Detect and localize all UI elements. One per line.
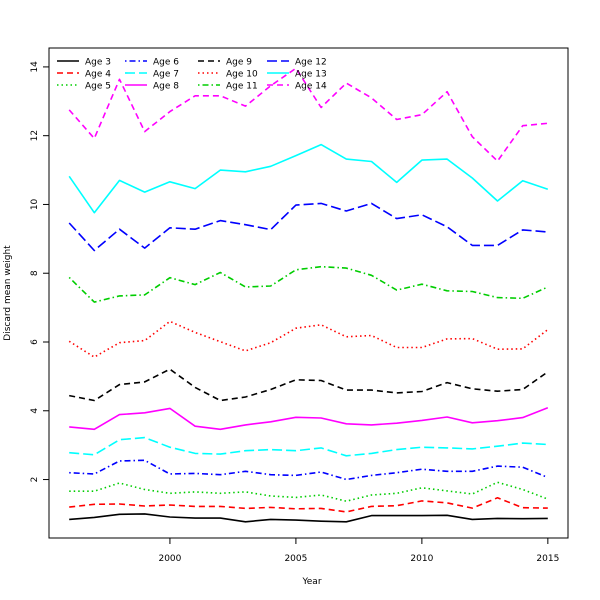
legend-label: Age 12 [295, 58, 327, 68]
x-tick-label: 2015 [536, 554, 559, 564]
legend-label: Age 13 [295, 70, 327, 80]
x-tick-label: 2005 [284, 554, 307, 564]
x-tick-label: 2010 [410, 554, 433, 564]
legend-label: Age 11 [226, 82, 258, 92]
series-line-age-11 [68, 265, 549, 303]
series-line-age-6 [69, 459, 549, 481]
legend-label: Age 7 [153, 70, 179, 80]
y-tick-label: 12 [30, 130, 40, 141]
y-axis-label: Discard mean weight [3, 245, 13, 341]
legend-label: Age 5 [85, 82, 111, 92]
legend: Age 3 Age 4 Age 5 Age 6 Age 7 Age 8 Age 9 Age 1… [57, 58, 327, 92]
x-tick-label: 2000 [158, 554, 181, 564]
y-tick-label: 8 [30, 270, 40, 276]
series-line-age-14 [68, 67, 548, 162]
series-line-age-9 [69, 368, 549, 402]
series-line-age-10 [68, 320, 549, 358]
legend-label: Age 9 [226, 58, 252, 68]
y-tick-label: 6 [30, 339, 40, 345]
series-line-age-4 [69, 496, 548, 513]
series-line-age-13 [68, 143, 549, 214]
x-axis: 2000 2005 2010 2015 [158, 538, 559, 564]
series-line-age-12 [68, 202, 548, 252]
plot-frame [48, 47, 569, 539]
series-line-age-5 [69, 481, 549, 503]
legend-label: Age 14 [295, 82, 327, 92]
y-axis: 2 4 6 8 10 12 14 [30, 61, 49, 482]
series-line-age-7 [69, 436, 548, 457]
series-layer [68, 67, 549, 523]
y-tick-label: 10 [30, 198, 40, 210]
legend-label: Age 6 [153, 58, 179, 68]
x-axis-label: Year [301, 577, 321, 587]
y-tick-label: 2 [30, 477, 40, 483]
series-line-age-8 [69, 406, 549, 431]
legend-label: Age 10 [226, 70, 258, 80]
y-tick-label: 14 [30, 61, 40, 73]
legend-label: Age 8 [153, 82, 179, 92]
series-line-age-3 [69, 513, 548, 523]
legend-label: Age 4 [85, 70, 111, 80]
legend-label: Age 3 [85, 58, 111, 68]
y-tick-label: 4 [30, 408, 40, 414]
